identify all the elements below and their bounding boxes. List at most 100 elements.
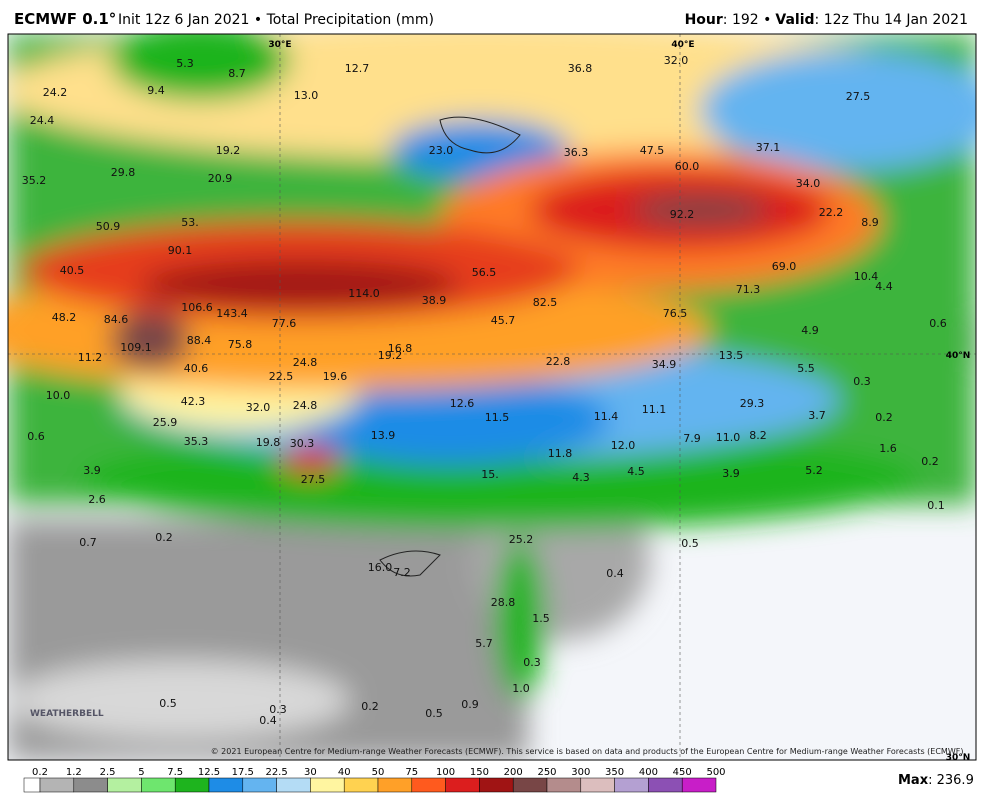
precip-label: 22.5: [269, 370, 294, 383]
precip-label: 8.9: [861, 216, 879, 229]
colorbar-swatch: [479, 777, 514, 793]
precip-label: 88.4: [187, 334, 212, 347]
precip-label: 24.8: [293, 356, 318, 369]
precip-label: 1.6: [879, 442, 897, 455]
precip-label: 11.5: [485, 411, 510, 424]
precip-label: 35.2: [22, 174, 47, 187]
colorbar-swatch: [648, 777, 683, 793]
max-text: Max: 236.9: [898, 773, 974, 788]
precip-label: 19.2: [216, 144, 241, 157]
colorbar-swatch: [546, 777, 582, 793]
colorbar-tick: 2.5: [100, 767, 116, 778]
precip-label: 13.9: [371, 429, 396, 442]
colorbar-tick: 5: [138, 767, 144, 778]
precip-label: 0.5: [681, 537, 699, 550]
precip-label: 7.9: [683, 432, 701, 445]
precip-label: 25.9: [153, 416, 178, 429]
precip-label: 30.3: [290, 437, 315, 450]
hour-val: : 192 •: [723, 12, 772, 28]
precip-label: 0.2: [155, 531, 173, 544]
colorbar-swatch: [23, 777, 41, 793]
precip-label: 4.9: [801, 324, 819, 337]
precip-label: 10.4: [854, 270, 879, 283]
precip-label: 11.0: [716, 431, 741, 444]
colorbar-swatch: [107, 777, 142, 793]
precip-label: 0.6: [929, 317, 947, 330]
precip-label: 53.: [181, 216, 199, 229]
precip-label: 38.9: [422, 294, 447, 307]
colorbar-swatch: [377, 777, 413, 793]
precip-label: 0.9: [461, 698, 479, 711]
colorbar-swatch: [614, 777, 649, 793]
precip-field: [8, 34, 976, 760]
precip-label: 76.5: [663, 307, 688, 320]
precip-label: 0.7: [79, 536, 97, 549]
precip-label: 13.0: [294, 89, 319, 102]
precip-label: 4.5: [627, 465, 645, 478]
grid-label: 40°N: [946, 351, 971, 361]
logo: WEATHERBELL: [30, 709, 104, 719]
precip-label: 16.8: [388, 342, 413, 355]
colorbar-swatch: [445, 777, 480, 793]
colorbar-swatch: [208, 777, 244, 793]
precip-label: 11.4: [594, 410, 619, 423]
colorbar-swatch: [39, 777, 75, 793]
precip-label: 8.7: [228, 67, 246, 80]
precip-label: 5.5: [797, 362, 815, 375]
grid-label: 30°N: [946, 753, 971, 763]
precip-label: 32.0: [664, 54, 689, 67]
precip-label: 40.5: [60, 264, 85, 277]
precip-label: 84.6: [104, 313, 129, 326]
precip-label: 0.6: [27, 430, 45, 443]
precip-label: 47.5: [640, 144, 665, 157]
precip-label: 35.3: [184, 435, 209, 448]
colorbar-swatch: [512, 777, 548, 793]
precip-label: 19.2: [378, 349, 403, 362]
precip-label: 1.5: [532, 612, 550, 625]
precip-label: 15.: [481, 468, 499, 481]
precip-label: 28.8: [491, 596, 516, 609]
precip-label: 10.0: [46, 389, 71, 402]
precip-label: 0.2: [875, 411, 893, 424]
colorbar-swatch: [141, 777, 176, 793]
precip-label: 82.5: [533, 296, 558, 309]
precip-label: 3.7: [808, 409, 826, 422]
precip-label: 20.9: [208, 172, 233, 185]
precip-label: 37.1: [756, 141, 781, 154]
init-text: Init 12z 6 Jan 2021 • Total Precipitatio…: [118, 12, 434, 28]
precip-label: 34.9: [652, 358, 677, 371]
precip-label: 45.7: [491, 314, 516, 327]
colorbar: 0.2 1.2 2.5 5 7.5 12.5 17.5 22.5 30 40 50 75 100 150 2…: [23, 767, 726, 793]
colorbar-tick: 7.5: [167, 767, 183, 778]
colorbar-swatch: [310, 777, 345, 793]
precip-label: 13.5: [719, 349, 744, 362]
precip-label: 0.2: [921, 455, 939, 468]
precip-label: 75.8: [228, 338, 253, 351]
precip-label: 19.6: [323, 370, 348, 383]
grid-label: 30°E: [268, 40, 291, 50]
precip-label: 0.5: [425, 707, 443, 720]
max-val: : 236.9: [928, 773, 974, 788]
precip-label: 2.6: [88, 493, 106, 506]
precip-label: 27.5: [301, 473, 326, 486]
valid-val: : 12z Thu 14 Jan 2021: [815, 12, 968, 28]
precip-label: 0.3: [269, 703, 287, 716]
hour-key: Hour: [685, 12, 723, 28]
precip-label: 3.9: [83, 464, 101, 477]
colorbar-tick: 100: [436, 767, 455, 778]
precip-label: 5.2: [805, 464, 823, 477]
precip-label: 24.8: [293, 399, 318, 412]
colorbar-tick: 0.2: [32, 767, 48, 778]
precip-label: 77.6: [272, 317, 297, 330]
precip-label: 36.3: [564, 146, 589, 159]
valid-key: Valid: [775, 12, 814, 28]
colorbar-swatch: [276, 777, 311, 793]
precip-label: 56.5: [472, 266, 497, 279]
precip-label: 4.4: [875, 280, 893, 293]
precip-label: 32.0: [246, 401, 271, 414]
precip-label: 24.4: [30, 114, 55, 127]
colorbar-tick: 250: [537, 767, 556, 778]
precip-label: 22.8: [546, 355, 571, 368]
model-name: ECMWF 0.1°: [14, 10, 116, 28]
